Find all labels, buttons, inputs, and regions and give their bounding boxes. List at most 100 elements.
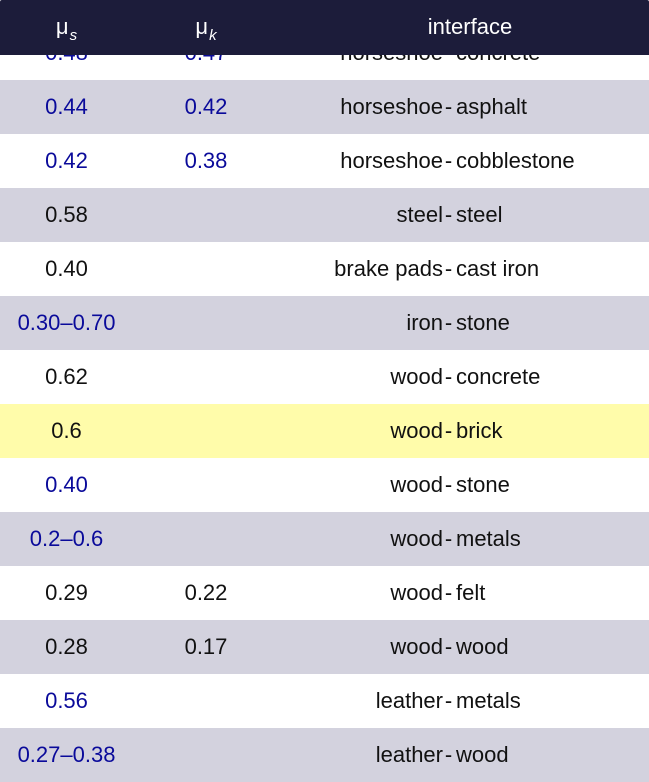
- material-1: wood: [390, 580, 443, 605]
- material-1: wood: [390, 526, 443, 551]
- mu-symbol: μ: [55, 14, 69, 39]
- material-1: wood: [390, 364, 443, 389]
- mu-static-value: 0.29: [45, 580, 88, 605]
- table-row: 0.28 0.17 wood - wood: [0, 620, 649, 674]
- interface-cell: steel - steel: [280, 188, 649, 242]
- material-2: cobblestone: [456, 148, 575, 173]
- interface-cell: wood - metals: [280, 512, 649, 566]
- kinetic-subscript: k: [209, 27, 217, 44]
- table-row: 0.30–0.70 iron - stone: [0, 296, 649, 350]
- material-2: concrete: [456, 364, 541, 389]
- interface-separator: -: [444, 364, 453, 389]
- material-2: stone: [456, 310, 510, 335]
- interface-separator: -: [444, 94, 453, 119]
- table-row: 0.6 wood - brick: [0, 404, 649, 458]
- table-row: 0.2–0.6 wood - metals: [0, 512, 649, 566]
- material-2: asphalt: [456, 94, 527, 119]
- mu-static-value: 0.40: [45, 256, 88, 281]
- material-1: wood: [390, 472, 443, 497]
- material-2: wood: [456, 742, 509, 767]
- table-body: 0.480.47horseshoe-concrete0.440.42horses…: [0, 26, 649, 782]
- mu-static-value[interactable]: 0.44: [45, 94, 88, 119]
- table-row: 0.58 steel - steel: [0, 188, 649, 242]
- interface-cell: wood - felt: [280, 566, 649, 620]
- interface-cell: horseshoe - asphalt: [280, 80, 649, 134]
- interface-separator: -: [444, 580, 453, 605]
- material-1: horseshoe: [340, 148, 443, 173]
- material-1: leather: [375, 742, 443, 767]
- material-2: wood: [456, 634, 509, 659]
- mu-static-value: 0.62: [45, 364, 88, 389]
- mu-kinetic-value: [140, 296, 272, 350]
- table-row: 0.62 wood - concrete: [0, 350, 649, 404]
- table-row: 0.44 0.42 horseshoe - asphalt: [0, 80, 649, 134]
- mu-static-value[interactable]: 0.40: [45, 472, 88, 497]
- header-interface[interactable]: interface: [427, 14, 513, 39]
- material-2: felt: [456, 580, 486, 605]
- mu-static-value[interactable]: 0.30–0.70: [17, 310, 116, 335]
- mu-kinetic-value: 0.17: [184, 634, 228, 659]
- mu-static-value: 0.58: [45, 202, 88, 227]
- material-2: steel: [456, 202, 503, 227]
- mu-kinetic-value: [140, 674, 272, 728]
- material-2: metals: [456, 526, 521, 551]
- interface-separator: -: [444, 688, 453, 713]
- table-row: 0.42 0.38 horseshoe - cobblestone: [0, 134, 649, 188]
- interface-separator: -: [444, 634, 453, 659]
- table-row: 0.56 leather - metals: [0, 674, 649, 728]
- interface-cell: horseshoe - cobblestone: [280, 134, 649, 188]
- mu-static-value: 0.28: [45, 634, 88, 659]
- interface-separator: -: [444, 202, 453, 227]
- interface-separator: -: [444, 418, 453, 443]
- mu-kinetic-value[interactable]: 0.38: [184, 148, 228, 173]
- material-1: leather: [375, 688, 443, 713]
- mu-static-value[interactable]: 0.42: [45, 148, 88, 173]
- table-row: 0.27–0.38 leather - wood: [0, 728, 649, 782]
- mu-static-value: 0.6: [51, 418, 82, 443]
- mu-kinetic-value: [140, 188, 272, 242]
- mu-kinetic-value: [140, 404, 272, 458]
- mu-kinetic-value: [140, 242, 272, 296]
- interface-cell: wood - concrete: [280, 350, 649, 404]
- mu-symbol: μ: [195, 14, 209, 39]
- interface-cell: wood - wood: [280, 620, 649, 674]
- table-header: μs μk interface: [0, 0, 649, 55]
- header-mu-static[interactable]: μs: [0, 0, 133, 55]
- mu-static-value[interactable]: 0.56: [45, 688, 88, 713]
- interface-separator: -: [444, 526, 453, 551]
- interface-cell: leather - metals: [280, 674, 649, 728]
- mu-kinetic-value: [140, 728, 272, 782]
- material-1: iron: [406, 310, 443, 335]
- material-2: cast iron: [456, 256, 540, 281]
- interface-cell: wood - stone: [280, 458, 649, 512]
- mu-kinetic-value: [140, 512, 272, 566]
- interface-cell: wood - brick: [280, 404, 649, 458]
- material-1: wood: [390, 634, 443, 659]
- interface-cell: brake pads - cast iron: [280, 242, 649, 296]
- static-subscript: s: [69, 27, 78, 44]
- mu-kinetic-value: [140, 458, 272, 512]
- interface-separator: -: [444, 256, 453, 281]
- interface-separator: -: [444, 472, 453, 497]
- mu-kinetic-value[interactable]: 0.42: [184, 94, 228, 119]
- interface-cell: leather - wood: [280, 728, 649, 782]
- table-row: 0.40 brake pads - cast iron: [0, 242, 649, 296]
- mu-static-value[interactable]: 0.27–0.38: [17, 742, 116, 767]
- interface-separator: -: [444, 742, 453, 767]
- table-row: 0.29 0.22 wood - felt: [0, 566, 649, 620]
- mu-kinetic-value: 0.22: [184, 580, 228, 605]
- header-mu-kinetic[interactable]: μk: [140, 0, 272, 55]
- table-row: 0.40 wood - stone: [0, 458, 649, 512]
- mu-kinetic-value: [140, 350, 272, 404]
- interface-separator: -: [444, 310, 453, 335]
- mu-static-value[interactable]: 0.2–0.6: [29, 526, 104, 551]
- material-2: stone: [456, 472, 510, 497]
- material-2: metals: [456, 688, 521, 713]
- interface-separator: -: [444, 148, 453, 173]
- material-2: brick: [456, 418, 503, 443]
- material-1: wood: [390, 418, 443, 443]
- material-1: horseshoe: [340, 94, 443, 119]
- material-1: brake pads: [334, 256, 443, 281]
- material-1: steel: [396, 202, 443, 227]
